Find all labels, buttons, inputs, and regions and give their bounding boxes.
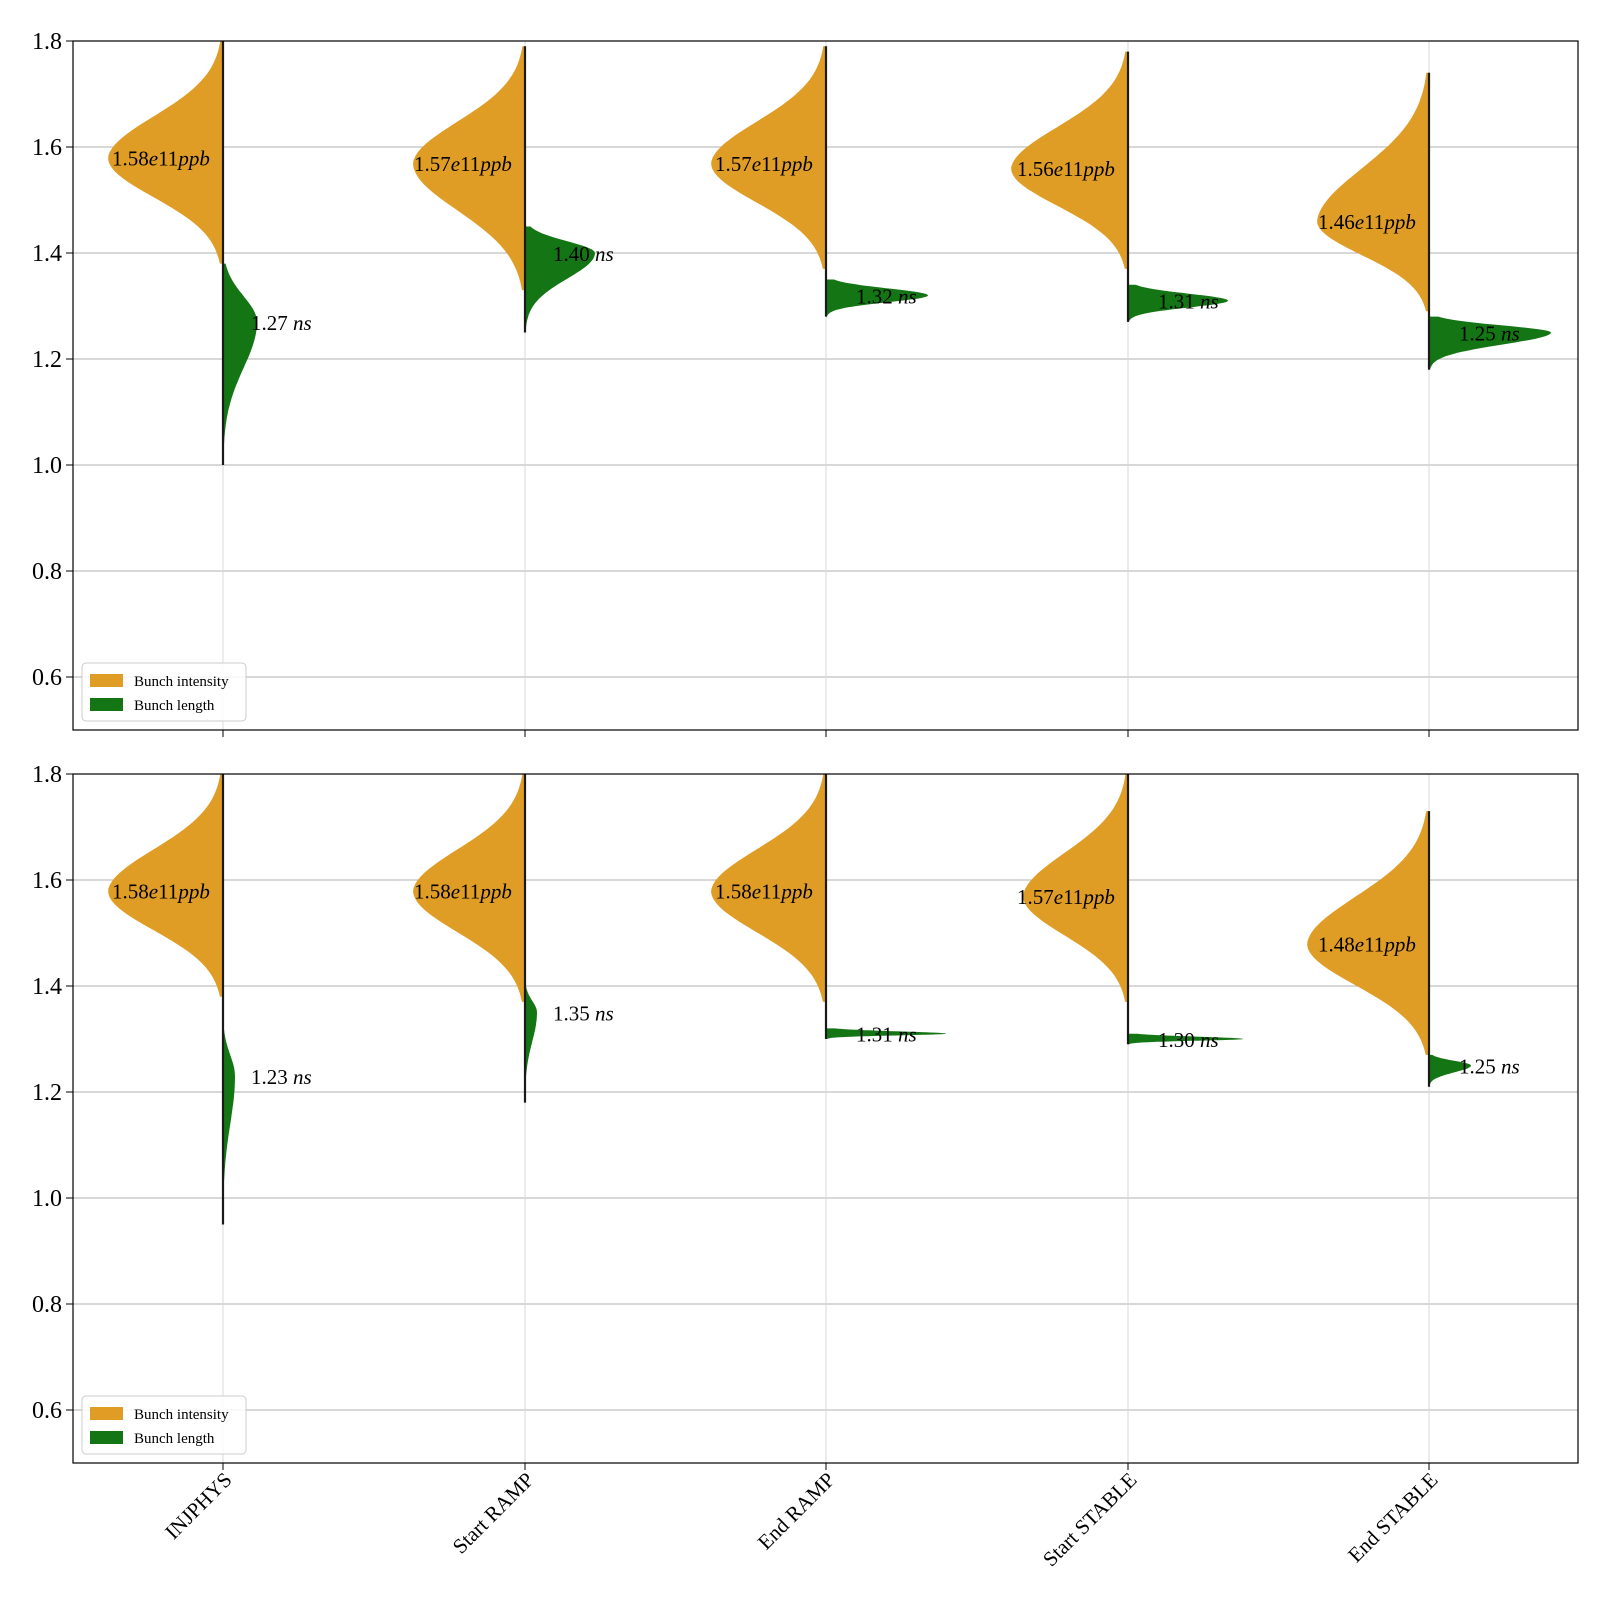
length-violin (223, 263, 257, 465)
y-tick-label: 1.4 (32, 974, 62, 1000)
y-tick-label: 0.8 (32, 559, 62, 585)
legend-swatch-length (90, 698, 123, 711)
intensity-median-label: 1.48e11ppb (1318, 933, 1416, 957)
intensity-violin (413, 774, 525, 1002)
y-tick-label: 1.6 (32, 868, 62, 894)
axes-frame (72, 773, 1579, 1464)
panel-2: 0.6 0.8 1.0 1.2 1.4 1.6 1.8 1.58e11ppb 1.23 ns 1.… (32, 762, 1579, 1470)
length-median-label: 1.35 ns (553, 1002, 614, 1026)
legend-swatch-intensity (90, 1407, 123, 1420)
length-violin (223, 1028, 235, 1225)
length-median-label: 1.31 ns (856, 1023, 917, 1047)
legend-swatch-length (90, 1431, 123, 1444)
length-median-label: 1.32 ns (856, 284, 917, 308)
length-violin (826, 279, 928, 317)
length-median-label: 1.31 ns (1158, 290, 1219, 314)
legend: Bunch intensity Bunch length (81, 662, 247, 722)
intensity-median-label: 1.57e11ppb (414, 152, 512, 176)
intensity-median-label: 1.56e11ppb (1017, 157, 1115, 181)
legend: Bunch intensity Bunch length (81, 1395, 247, 1455)
y-tick-label: 1.8 (32, 762, 62, 788)
intensity-violin (108, 774, 223, 997)
x-category-label: Start RAMP (448, 1468, 539, 1559)
y-tick-label: 1.0 (32, 1186, 62, 1212)
intensity-violin (108, 41, 223, 264)
intensity-median-label: 1.58e11ppb (112, 880, 210, 904)
length-median-label: 1.27 ns (251, 311, 312, 335)
length-median-label: 1.25 ns (1459, 1055, 1520, 1079)
intensity-median-label: 1.57e11ppb (1017, 885, 1115, 909)
length-violin (525, 986, 537, 1103)
legend-swatch-intensity (90, 674, 123, 687)
x-category-label: INJPHYS (160, 1468, 236, 1544)
x-category-label: End STABLE (1343, 1468, 1443, 1568)
intensity-median-label: 1.58e11ppb (715, 880, 813, 904)
axes-frame (72, 40, 1579, 731)
y-tick-label: 1.8 (32, 29, 62, 55)
y-tick-label: 1.2 (32, 347, 62, 373)
legend-label: Bunch length (134, 698, 215, 714)
intensity-median-label: 1.58e11ppb (112, 147, 210, 171)
intensity-violin (711, 774, 826, 1002)
y-tick-label: 1.4 (32, 241, 62, 267)
length-violin (1429, 316, 1551, 370)
length-median-label: 1.30 ns (1158, 1028, 1219, 1052)
y-tick-label: 1.6 (32, 135, 62, 161)
length-median-label: 1.40 ns (553, 242, 614, 266)
y-tick-label: 0.6 (32, 1398, 62, 1424)
panel-1: 0.6 0.8 1.0 1.2 1.4 1.6 1.8 1.58e11ppb 1.27 ns 1.… (32, 29, 1579, 737)
intensity-violin (413, 46, 525, 291)
intensity-violin (711, 46, 826, 269)
length-violin (1128, 1033, 1243, 1045)
length-median-label: 1.23 ns (251, 1065, 312, 1089)
y-tick-label: 0.6 (32, 665, 62, 691)
y-tick-label: 1.2 (32, 1080, 62, 1106)
intensity-median-label: 1.57e11ppb (715, 152, 813, 176)
intensity-violin (1317, 72, 1429, 312)
legend-label: Bunch length (134, 1431, 215, 1447)
length-violin (826, 1028, 946, 1039)
length-violin (1128, 284, 1228, 322)
x-category-label: Start STABLE (1038, 1468, 1142, 1572)
y-tick-label: 0.8 (32, 1292, 62, 1318)
legend-label: Bunch intensity (134, 1407, 229, 1423)
intensity-median-label: 1.46e11ppb (1318, 210, 1416, 234)
x-category-label: End RAMP (753, 1468, 840, 1555)
intensity-violin (1307, 811, 1429, 1055)
intensity-violin (1023, 774, 1128, 1002)
intensity-violin (1011, 51, 1128, 269)
legend-label: Bunch intensity (134, 674, 229, 690)
length-violin (525, 226, 595, 333)
intensity-median-label: 1.58e11ppb (414, 880, 512, 904)
length-violin (1429, 1054, 1471, 1087)
y-tick-label: 1.0 (32, 453, 62, 479)
length-median-label: 1.25 ns (1459, 322, 1520, 346)
